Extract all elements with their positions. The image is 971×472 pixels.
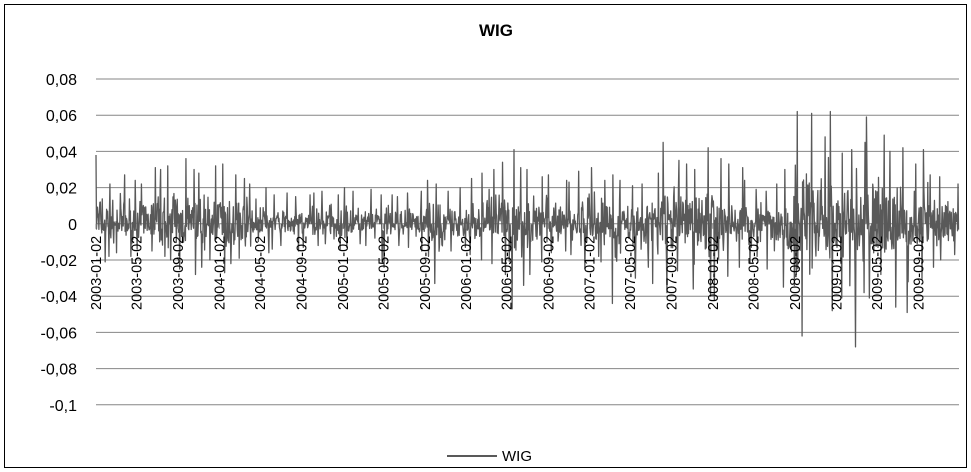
x-tick-label: 2006-09-02: [541, 236, 557, 310]
x-tick-label: 2006-05-02: [500, 236, 516, 310]
x-tick-label: 2007-09-02: [665, 236, 681, 310]
x-tick-label: 2004-01-02: [212, 236, 228, 310]
x-tick-label: 2008-09-02: [788, 236, 804, 310]
x-tick-label: 2005-09-02: [418, 236, 434, 310]
y-tick-label: -0,04: [41, 289, 78, 306]
y-tick-label: 0,02: [46, 181, 77, 198]
x-tick-label: 2004-09-02: [295, 236, 311, 310]
x-tick-label: 2003-01-02: [89, 236, 105, 310]
y-tick-label: -0,08: [41, 362, 78, 379]
y-tick-label: -0,1: [49, 398, 77, 415]
y-tick-label: -0,06: [41, 325, 78, 342]
x-tick-label: 2007-01-02: [582, 236, 598, 310]
x-tick-label: 2008-05-02: [747, 236, 763, 310]
series-layer: [95, 110, 960, 348]
x-tick-label: 2003-09-02: [171, 236, 187, 310]
x-tick-label: 2007-05-02: [623, 236, 639, 310]
y-tick-label: 0,08: [46, 72, 77, 89]
x-tick-label: 2009-01-02: [829, 236, 845, 310]
x-axis-ticks: 2003-01-02 2003-05-02 2003-09-02 2004-01-02…: [89, 223, 927, 310]
x-tick-label: 2008-01-02: [706, 236, 722, 310]
chart-title: WIG: [479, 21, 513, 40]
x-tick-label: 2004-05-02: [253, 236, 269, 310]
legend-label-wig: WIG: [502, 448, 532, 465]
y-axis-ticks: -0,1 -0,08 -0,06 -0,04 -0,02 0 0,02 0,04 0,06 0,0…: [41, 72, 78, 415]
chart-svg: WIG -0,1 -0,08 -0,06 -0,04 -0,02 0 0,02 0,04 0,0…: [41, 21, 960, 465]
y-tick-label: -0,02: [41, 253, 78, 270]
x-tick-label: 2005-05-02: [376, 236, 392, 310]
y-tick-label: 0,06: [46, 108, 77, 125]
y-tick-label: 0: [68, 217, 77, 234]
chart-frame: WIG -0,1 -0,08 -0,06 -0,04 -0,02 0 0,02 0,04 0,0…: [4, 4, 967, 468]
x-tick-label: 2009-05-02: [870, 236, 886, 310]
x-tick-label: 2005-01-02: [336, 236, 352, 310]
x-tick-label: 2009-09-02: [911, 236, 927, 310]
x-tick-label: 2003-05-02: [130, 236, 146, 310]
series-line-wig: [95, 110, 960, 348]
x-tick-label: 2006-01-02: [459, 236, 475, 310]
y-tick-label: 0,04: [46, 144, 77, 161]
legend: WIG: [447, 448, 532, 465]
